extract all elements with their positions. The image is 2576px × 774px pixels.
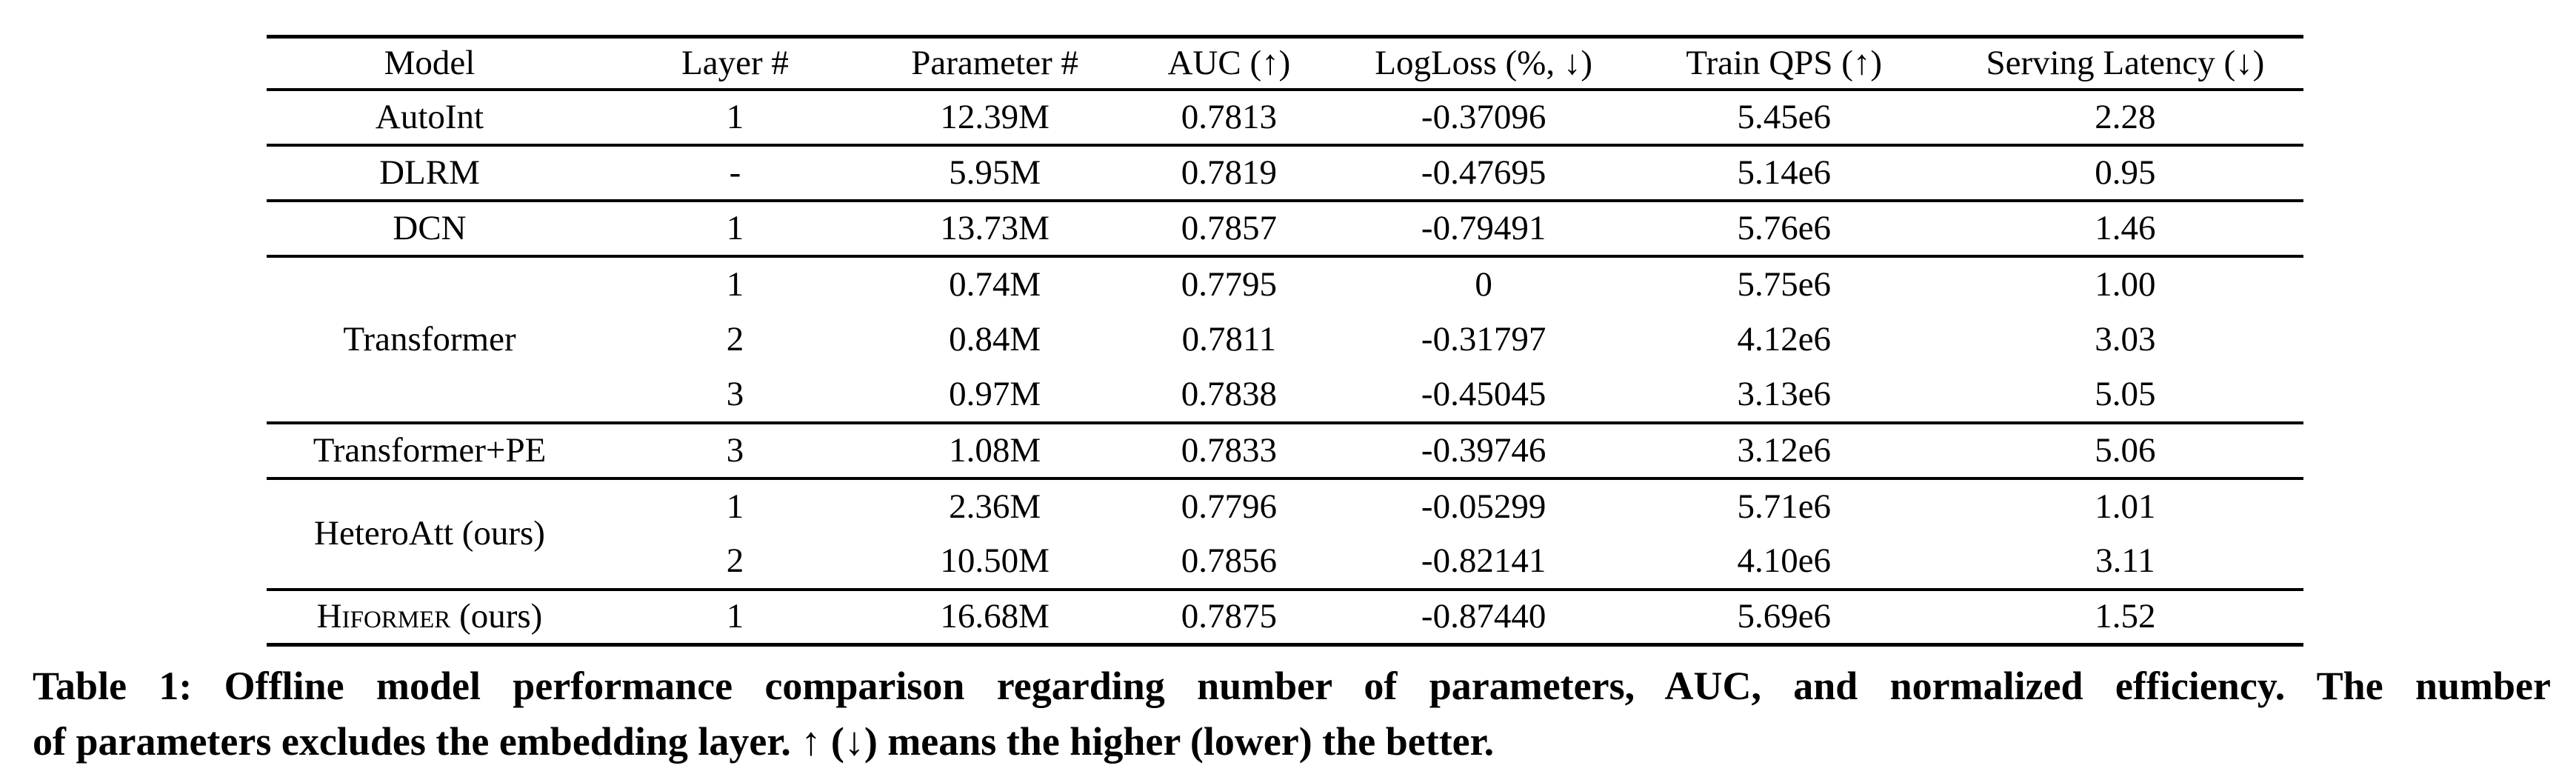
model-cell: DLRM xyxy=(267,143,593,201)
hiformer-suffix-label: (ours) xyxy=(450,597,543,636)
table-row-transformer-pe: Transformer+PE 3 1.08M 0.7833 -0.39746 3… xyxy=(267,421,2303,478)
model-cell: AutoInt xyxy=(375,97,484,136)
table-row-heteroatt-1: HeteroAtt (ours) 1 2.36M 0.7796 -0.05299… xyxy=(267,476,2303,590)
logloss-cell: -0.87440 xyxy=(1346,587,1621,645)
auc-cell: 0.7795 xyxy=(1112,254,1347,312)
train-qps-cell: 5.76e6 xyxy=(1621,198,1947,256)
col-header-serving-latency: Serving Latency (↓) xyxy=(1946,36,2303,91)
parameter-cell: 0.74M xyxy=(878,254,1112,312)
train-qps-cell: 3.12e6 xyxy=(1621,421,1947,478)
layer-cell: 1 xyxy=(593,254,878,312)
table-row-dlrm: DLRM - 5.95M 0.7819 -0.47695 5.14e6 0.95 xyxy=(267,143,2303,201)
col-header-logloss: LogLoss (%, ↓) xyxy=(1346,36,1621,91)
auc-cell: 0.7857 xyxy=(1112,198,1347,256)
table-caption: Table 1: Offline model performance compa… xyxy=(33,658,2551,770)
logloss-cell: 0 xyxy=(1346,254,1621,312)
serving-latency-cell: 5.05 xyxy=(2095,374,2156,413)
model-cell: DCN xyxy=(267,198,593,256)
parameter-cell: 13.73M xyxy=(878,198,1112,256)
parameter-cell: 16.68M xyxy=(878,587,1112,645)
auc-cell: 0.7875 xyxy=(1112,587,1347,645)
serving-latency-cell: 1.52 xyxy=(1946,587,2303,645)
col-header-parameter: Parameter # xyxy=(878,36,1112,91)
serving-latency-cell: 1.46 xyxy=(1946,198,2303,256)
col-header-train-qps: Train QPS (↑) xyxy=(1621,36,1947,91)
serving-latency-cell: 1.01 xyxy=(1946,476,2303,534)
parameter-cell: 2.36M xyxy=(878,476,1112,534)
layer-cell: 1 xyxy=(726,97,744,136)
logloss-cell: -0.79491 xyxy=(1346,198,1621,256)
auc-cell: 0.7819 xyxy=(1112,143,1347,201)
parameter-cell: 1.08M xyxy=(878,421,1112,478)
model-cell: Transformer+PE xyxy=(267,421,593,478)
parameter-cell: 10.50M xyxy=(940,541,1050,580)
train-qps-cell: 5.69e6 xyxy=(1621,587,1947,645)
train-qps-cell: 5.14e6 xyxy=(1621,143,1947,201)
serving-latency-cell: 2.28 xyxy=(2095,97,2156,136)
model-cell: HeteroAtt (ours) xyxy=(267,476,593,590)
auc-cell: 0.7856 xyxy=(1181,541,1277,580)
serving-latency-cell: 3.03 xyxy=(2095,319,2156,358)
layer-cell: 2 xyxy=(726,319,744,358)
parameter-cell: 12.39M xyxy=(940,97,1050,136)
logloss-cell: -0.05299 xyxy=(1346,476,1621,534)
layer-cell: 1 xyxy=(593,476,878,534)
train-qps-cell: 5.75e6 xyxy=(1621,254,1947,312)
layer-cell: 3 xyxy=(726,374,744,413)
parameter-cell: 0.84M xyxy=(949,319,1041,358)
auc-cell: 0.7811 xyxy=(1181,319,1277,358)
caption-line-2: of parameters excludes the embedding lay… xyxy=(33,719,1495,764)
serving-latency-cell: 1.00 xyxy=(1946,254,2303,312)
train-qps-cell: 5.45e6 xyxy=(1737,97,1832,136)
layer-cell: 2 xyxy=(726,541,744,580)
layer-cell: 1 xyxy=(593,198,878,256)
logloss-cell: -0.82141 xyxy=(1421,541,1546,580)
train-qps-cell: 3.13e6 xyxy=(1737,374,1832,413)
table-row-dcn: DCN 1 13.73M 0.7857 -0.79491 5.76e6 1.46 xyxy=(267,198,2303,256)
hiformer-smallcaps-label: Hiformer xyxy=(316,597,451,636)
table-row-heteroatt-2: 2 10.50M 0.7856 -0.82141 4.10e6 3.11 xyxy=(267,534,2303,590)
layer-cell: 1 xyxy=(593,587,878,645)
logloss-cell: -0.31797 xyxy=(1421,319,1546,358)
col-header-auc: AUC (↑) xyxy=(1112,36,1347,91)
logloss-cell: -0.47695 xyxy=(1346,143,1621,201)
model-cell: Hiformer (ours) xyxy=(267,587,593,645)
table-row-autoint: AutoInt 1 12.39M 0.7813 -0.37096 5.45e6 … xyxy=(267,90,2303,145)
col-header-model: Model xyxy=(267,36,593,91)
table-row-transformer-2: 2 0.84M 0.7811 -0.31797 4.12e6 3.03 xyxy=(267,312,2303,367)
auc-cell: 0.7813 xyxy=(1181,97,1277,136)
table-row-transformer-1: Transformer 1 0.74M 0.7795 0 5.75e6 1.00 xyxy=(267,254,2303,423)
serving-latency-cell: 3.11 xyxy=(2095,541,2155,580)
auc-cell: 0.7838 xyxy=(1181,374,1277,413)
logloss-cell: -0.45045 xyxy=(1421,374,1546,413)
logloss-cell: -0.37096 xyxy=(1421,97,1546,136)
parameter-cell: 0.97M xyxy=(949,374,1041,413)
table-row-transformer-3: 3 0.97M 0.7838 -0.45045 3.13e6 5.05 xyxy=(267,367,2303,423)
auc-cell: 0.7796 xyxy=(1112,476,1347,534)
layer-cell: - xyxy=(593,143,878,201)
train-qps-cell: 4.12e6 xyxy=(1737,319,1832,358)
results-table: Model Layer # Parameter # AUC (↑) LogLos… xyxy=(267,35,2303,647)
layer-cell: 3 xyxy=(593,421,878,478)
caption-line-1: Table 1: Offline model performance compa… xyxy=(33,664,2551,708)
table-row-hiformer: Hiformer (ours) 1 16.68M 0.7875 -0.87440… xyxy=(267,587,2303,645)
header-row: Model Layer # Parameter # AUC (↑) LogLos… xyxy=(267,36,2303,91)
serving-latency-cell: 5.06 xyxy=(1946,421,2303,478)
logloss-cell: -0.39746 xyxy=(1346,421,1621,478)
parameter-cell: 5.95M xyxy=(878,143,1112,201)
auc-cell: 0.7833 xyxy=(1112,421,1347,478)
serving-latency-cell: 0.95 xyxy=(1946,143,2303,201)
results-table-container: Model Layer # Parameter # AUC (↑) LogLos… xyxy=(267,35,2303,647)
train-qps-cell: 4.10e6 xyxy=(1737,541,1832,580)
model-cell: Transformer xyxy=(267,254,593,423)
col-header-layer: Layer # xyxy=(593,36,878,91)
train-qps-cell: 5.71e6 xyxy=(1621,476,1947,534)
